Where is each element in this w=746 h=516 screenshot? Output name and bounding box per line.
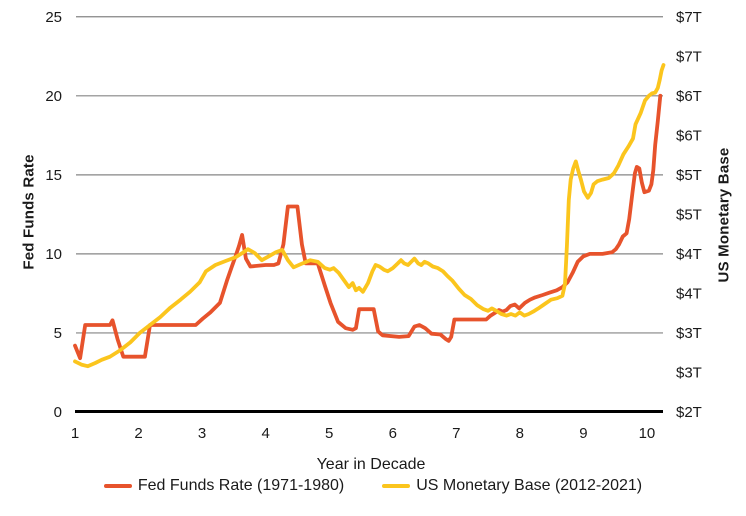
x-tick-label: 8 xyxy=(516,425,524,442)
y-left-tick-label: 0 xyxy=(54,404,62,421)
x-tick-label: 1 xyxy=(71,425,79,442)
y-right-tick-label: $7T xyxy=(676,48,702,65)
y-right-tick-label: $4T xyxy=(676,246,702,263)
y-left-tick-label: 25 xyxy=(45,9,62,26)
y-left-tick-label: 15 xyxy=(45,167,62,184)
legend-label-monetary-base: US Monetary Base (2012-2021) xyxy=(416,477,643,494)
y-left-tick-label: 10 xyxy=(45,246,62,263)
y-right-tick-label: $5T xyxy=(676,206,702,223)
x-tick-label: 2 xyxy=(134,425,142,442)
y-right-tick-label: $2T xyxy=(676,404,702,421)
legend-item-monetary-base: US Monetary Base (2012-2021) xyxy=(382,477,642,495)
x-tick-label: 7 xyxy=(452,425,460,442)
y-right-tick-label: $6T xyxy=(676,88,702,105)
y-right-tick-label: $3T xyxy=(676,364,702,381)
x-axis-title: Year in Decade xyxy=(316,456,426,473)
y-right-tick-label: $3T xyxy=(676,325,702,342)
x-tick-label: 10 xyxy=(639,425,656,442)
legend-item-fed-funds: Fed Funds Rate (1971-1980) xyxy=(103,477,345,495)
x-tick-label: 5 xyxy=(325,425,333,442)
y-right-tick-label: $7T xyxy=(676,9,702,26)
y-right-tick-label: $6T xyxy=(676,127,702,144)
x-tick-label: 9 xyxy=(579,425,587,442)
legend: Fed Funds Rate (1971-1980) US Monetary B… xyxy=(0,477,746,495)
monetary-base-line-swatch xyxy=(382,484,411,488)
y-right-tick-label: $5T xyxy=(676,167,702,184)
legend-label-fed-funds: Fed Funds Rate (1971-1980) xyxy=(137,477,345,494)
x-tick-label: 3 xyxy=(198,425,206,442)
x-tick-label: 4 xyxy=(261,425,269,442)
y-right-tick-label: $4T xyxy=(676,285,702,302)
y-left-tick-label: 20 xyxy=(45,88,62,105)
fed-funds-line-swatch xyxy=(103,484,132,488)
y-axis-left-title: Fed Funds Rate xyxy=(20,154,38,270)
y-axis-right-title: US Monetary Base xyxy=(715,147,733,283)
x-tick-label: 6 xyxy=(389,425,397,442)
monetary-base-line xyxy=(73,63,666,369)
fed-funds-line xyxy=(73,93,663,361)
y-left-tick-label: 5 xyxy=(54,325,62,342)
